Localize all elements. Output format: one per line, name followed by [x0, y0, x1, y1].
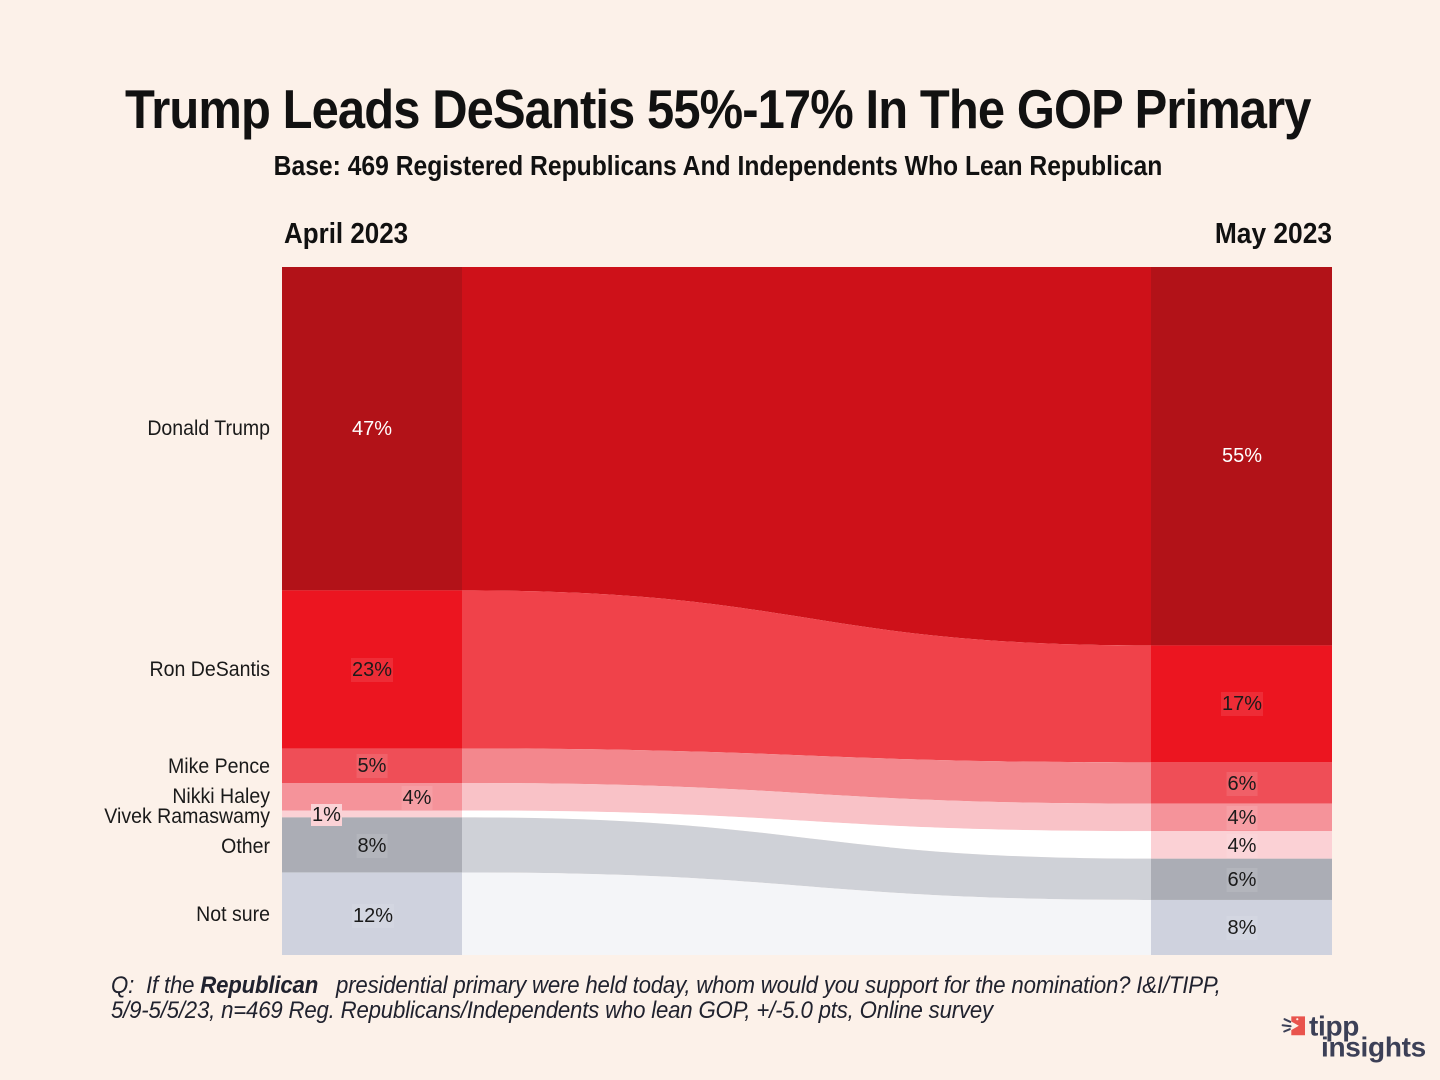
svg-text:insights: insights: [1321, 1032, 1426, 1063]
svg-text:tipp: tipp: [1309, 1012, 1359, 1042]
